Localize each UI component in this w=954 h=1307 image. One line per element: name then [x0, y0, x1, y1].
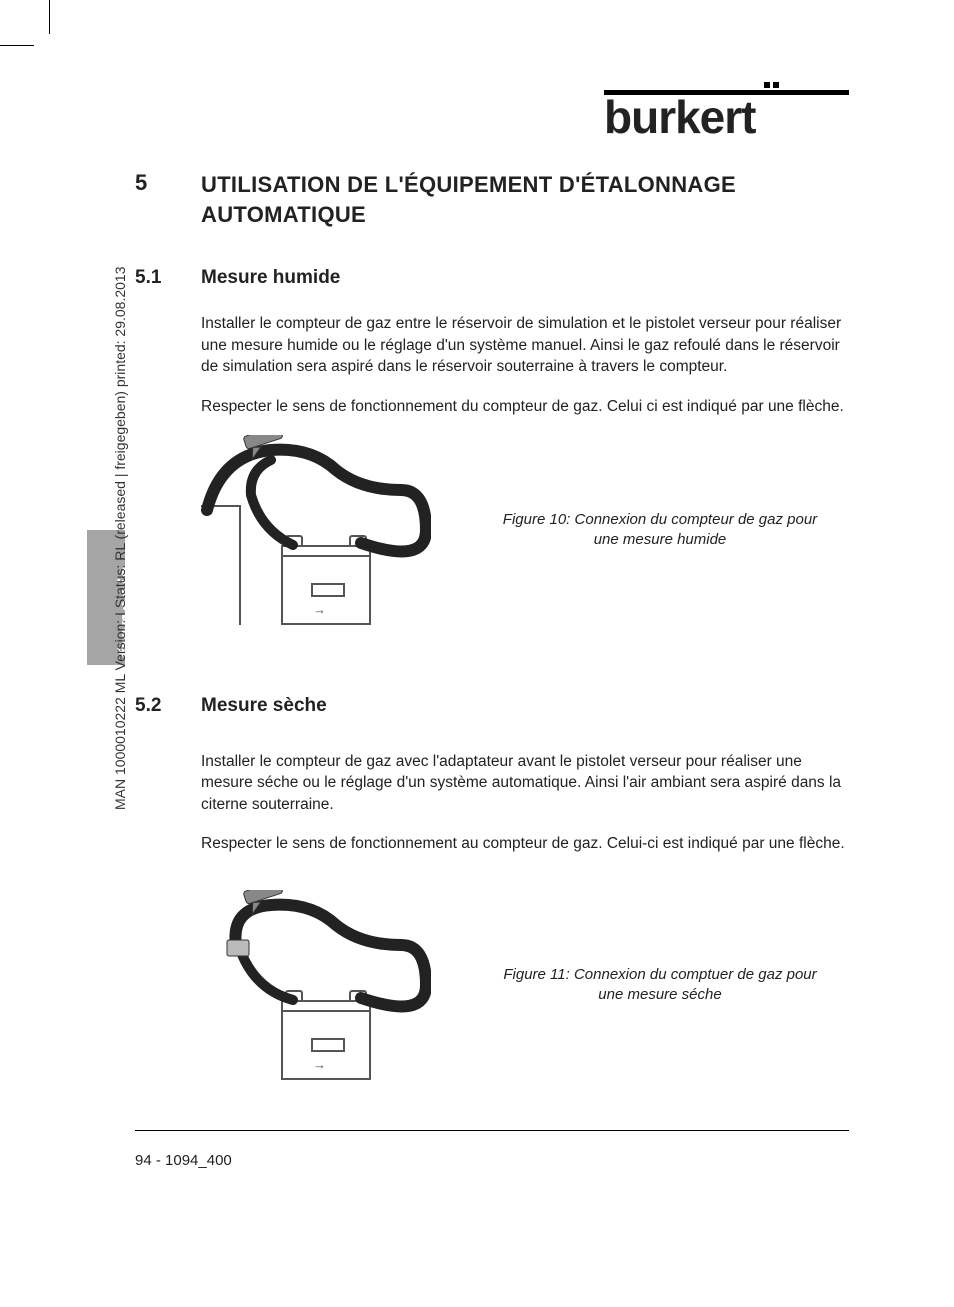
crop-marks — [0, 0, 60, 48]
diagram-humid: → — [201, 435, 431, 625]
page-footer: 94 - 1094_400 — [135, 1152, 232, 1169]
paragraph: Installer le compteur de gaz entre le ré… — [201, 313, 849, 377]
subsection-title: Mesure sèche — [201, 695, 327, 717]
subsection-title: Mesure humide — [201, 267, 340, 289]
subsection-number: 5.2 — [135, 695, 201, 717]
page-content: 5 UTILISATION DE L'ÉQUIPEMENT D'ÉTALONNA… — [135, 170, 849, 1130]
figure-10: → Figure 10: Connexion du compteur de ga… — [201, 435, 849, 625]
figure-text: Connexion du comptuer de gaz pour une me… — [574, 966, 817, 1003]
figure-11: → Figure 11: Connexion du comptuer de ga… — [201, 890, 849, 1080]
document-meta: MAN 1000010222 ML Version: I Status: RL … — [112, 267, 128, 811]
figure-label: Figure 11: — [503, 966, 569, 983]
section-number: 5 — [135, 170, 201, 196]
figure-caption: Figure 10: Connexion du compteur de gaz … — [491, 510, 829, 551]
footer-rule — [135, 1130, 849, 1131]
brand-logo: burkert — [604, 90, 849, 138]
hose-icon — [201, 890, 431, 1080]
brand-name: burkert — [604, 97, 849, 138]
figure-text: Connexion du compteur de gaz pour une me… — [575, 511, 818, 548]
figure-label: Figure 10: — [503, 511, 571, 528]
paragraph: Respecter le sens de fonctionnement au c… — [201, 833, 849, 854]
paragraph: Respecter le sens de fonctionnement du c… — [201, 396, 849, 417]
diagram-dry: → — [201, 890, 431, 1080]
subsection-number: 5.1 — [135, 267, 201, 289]
hose-icon — [201, 435, 431, 625]
figure-caption: Figure 11: Connexion du comptuer de gaz … — [491, 965, 829, 1006]
paragraph: Installer le compteur de gaz avec l'adap… — [201, 751, 849, 815]
section-title: UTILISATION DE L'ÉQUIPEMENT D'ÉTALONNAGE… — [201, 170, 849, 229]
